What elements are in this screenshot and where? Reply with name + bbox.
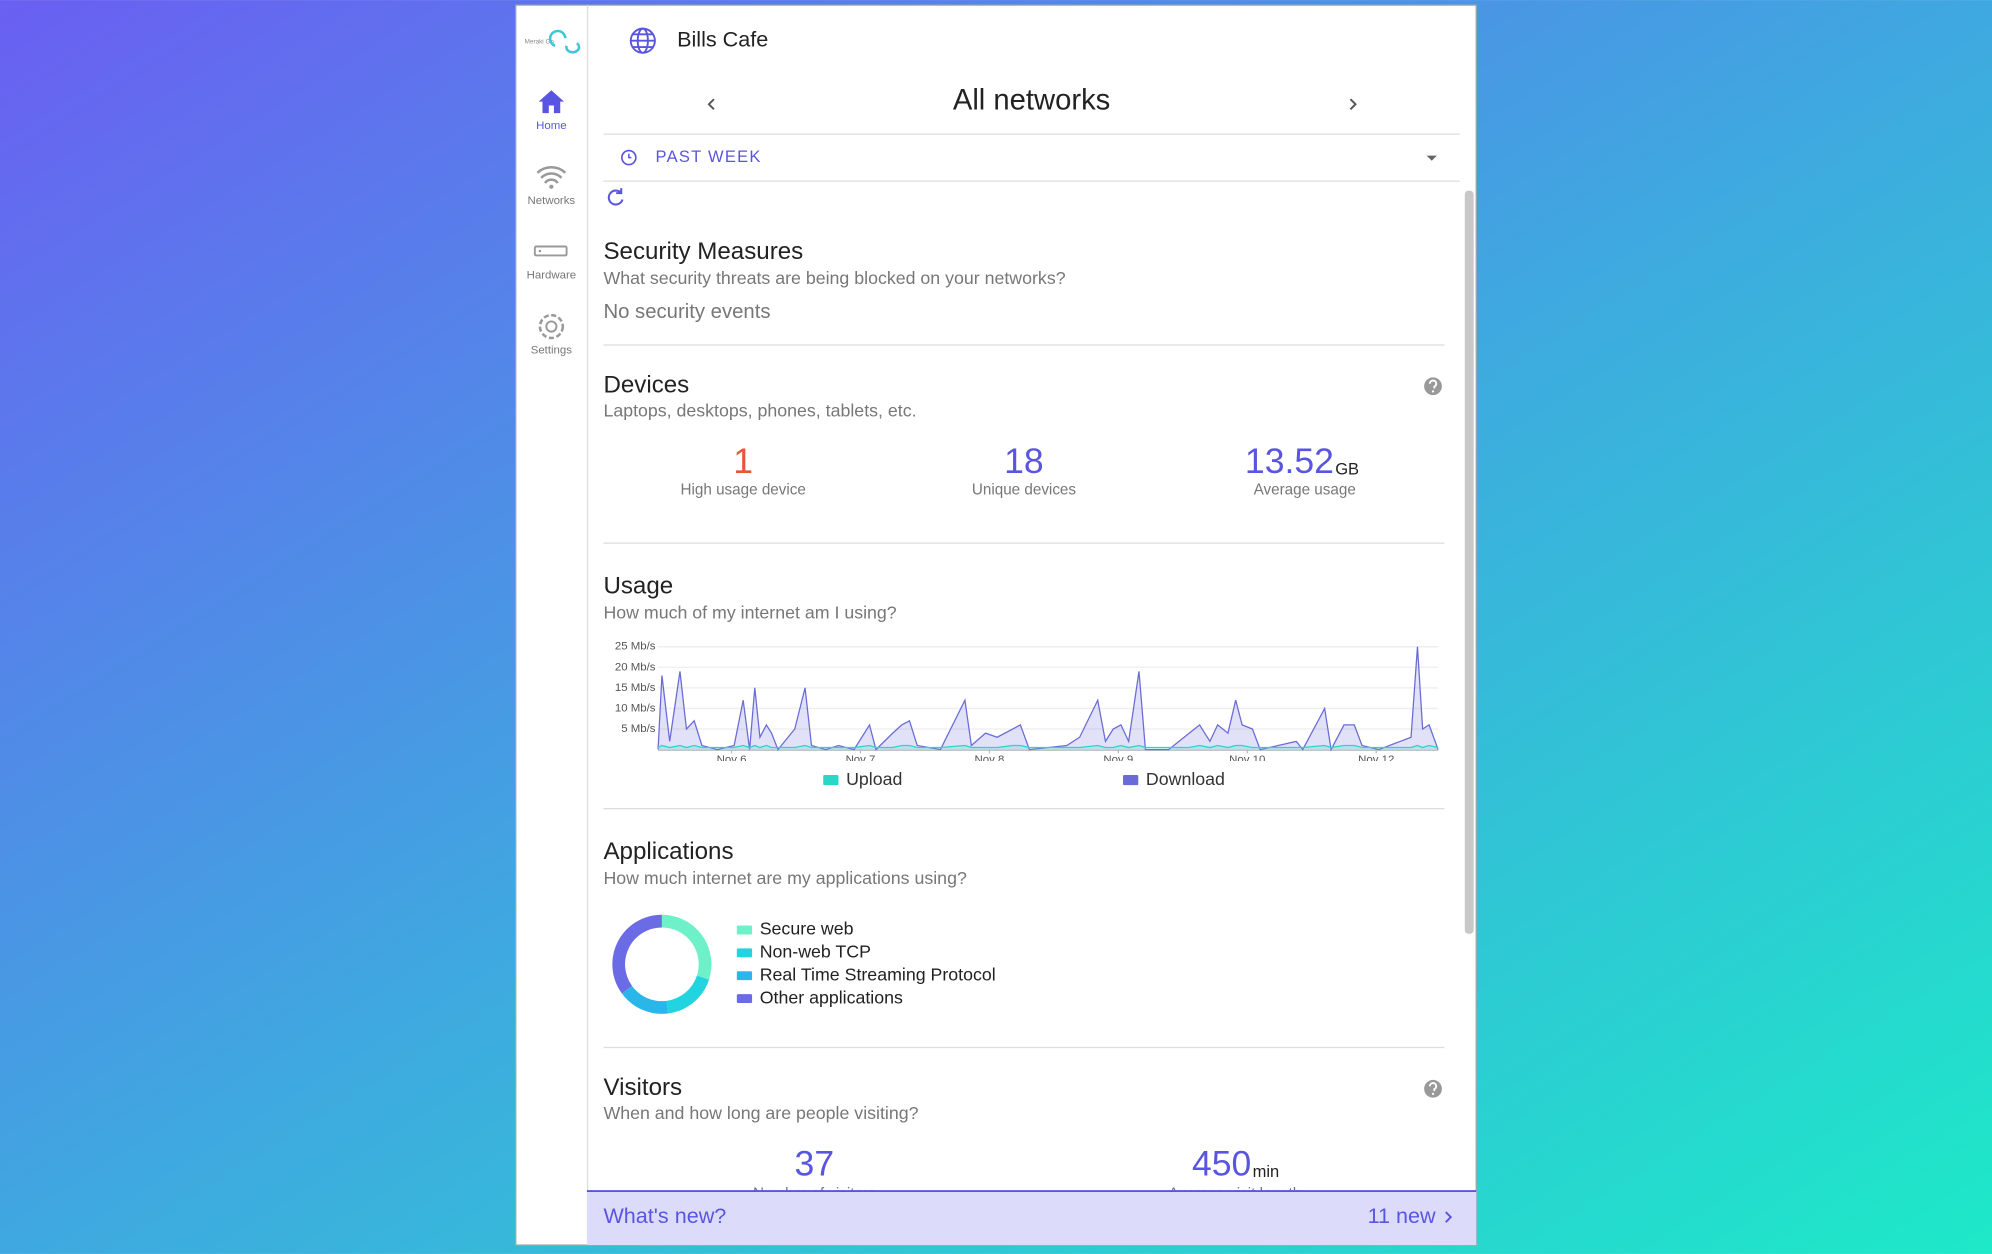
legend-swatch — [736, 948, 753, 958]
x-tick-label: Nov 10 — [1229, 754, 1265, 766]
visitor-stats: 37 Number of visitors 450 min Average vi… — [753, 1144, 1301, 1202]
next-network[interactable] — [1349, 98, 1357, 110]
y-tick-label: 10 Mb/s — [615, 702, 656, 714]
x-tick-label: Nov 6 — [717, 754, 747, 766]
legend-label: Other applications — [760, 987, 903, 1007]
legend-label: Real Time Streaming Protocol — [760, 964, 996, 984]
section-title: Devices — [603, 372, 689, 399]
section-title: Security Measures — [603, 238, 803, 265]
legend-swatch — [823, 775, 839, 786]
stat-unit: min — [1253, 1163, 1280, 1181]
nav-label[interactable]: Hardware — [527, 270, 577, 282]
x-tick-label: Nov 8 — [975, 754, 1005, 766]
status-text: No security events — [603, 301, 770, 323]
donut-segment — [612, 914, 663, 994]
nav-label[interactable]: Settings — [531, 345, 573, 357]
section-subtitle: How much internet are my applications us… — [603, 868, 967, 888]
stat-label: Unique devices — [972, 481, 1077, 498]
legend-swatch — [736, 994, 753, 1004]
x-ticks: Nov 6 Nov 7 Nov 8 Nov 9 Nov 10 Nov 12 — [717, 749, 1394, 766]
nav-settings[interactable]: Settings — [531, 313, 573, 357]
stat-unit: GB — [1335, 460, 1359, 478]
line — [657, 646, 1439, 752]
stat-value: 37 — [795, 1144, 835, 1184]
x-tick-label: Nov 12 — [1358, 754, 1394, 766]
legend-label: Upload — [846, 769, 902, 789]
logo: Meraki Go — [525, 39, 555, 46]
period-selector[interactable]: PAST WEEK — [621, 148, 1437, 166]
y-tick-label: 25 Mb/s — [615, 641, 656, 653]
donut-segment — [661, 914, 712, 980]
legend-swatch — [736, 925, 753, 935]
app-window — [515, 4, 1477, 1246]
y-tick-label: 15 Mb/s — [615, 682, 656, 694]
footer-title[interactable]: What's new? — [603, 1203, 726, 1228]
nav-hardware[interactable]: Hardware — [527, 245, 577, 282]
period-label[interactable]: PAST WEEK — [656, 148, 762, 166]
legend-label: Secure web — [760, 919, 854, 939]
stat-label: Average usage — [1254, 481, 1356, 498]
section-title: Usage — [603, 572, 673, 599]
donut-segment — [621, 985, 669, 1014]
area — [658, 646, 1439, 750]
legend-label: Download — [1146, 769, 1225, 789]
section-subtitle: Laptops, desktops, phones, tablets, etc. — [603, 400, 916, 420]
prev-network[interactable] — [707, 98, 715, 110]
legend-swatch — [736, 971, 753, 981]
refresh-icon[interactable] — [607, 188, 624, 206]
legend-label: Non-web TCP — [760, 942, 871, 962]
stat-value: 13.52 — [1245, 441, 1334, 481]
section-subtitle: What security threats are being blocked … — [603, 268, 1065, 288]
logo-mark — [548, 29, 581, 54]
nav-home[interactable]: Home — [536, 90, 567, 132]
org-title: Bills Cafe — [677, 26, 768, 51]
stat-label: Number of visitors — [753, 1185, 876, 1202]
help-icon[interactable] — [1424, 1079, 1442, 1098]
donut-segment — [666, 975, 710, 1014]
legend-swatch — [1123, 775, 1139, 786]
globe-icon — [629, 27, 656, 54]
section-subtitle: When and how long are people visiting? — [603, 1103, 918, 1123]
stat-label: High usage device — [681, 481, 806, 498]
x-tick-label: Nov 7 — [846, 754, 876, 766]
line — [657, 744, 1439, 749]
stat-value: 1 — [733, 441, 753, 481]
network-name: All networks — [953, 84, 1110, 116]
nav-networks[interactable]: Networks — [528, 166, 576, 207]
help-icon[interactable] — [1424, 377, 1442, 396]
scrollbar[interactable] — [1464, 190, 1474, 934]
y-tick-label: 5 Mb/s — [621, 723, 656, 735]
nav-label[interactable]: Home — [536, 120, 566, 132]
stat-label: Average visit length — [1168, 1185, 1301, 1202]
nav-label[interactable]: Networks — [528, 195, 576, 207]
stat-value: 18 — [1004, 441, 1044, 481]
stat-value: 450 — [1192, 1144, 1251, 1184]
footer-count[interactable]: 11 new — [1368, 1203, 1436, 1228]
section-subtitle: How much of my internet am I using? — [603, 602, 896, 622]
section-title: Applications — [603, 838, 733, 865]
section-title: Visitors — [603, 1074, 682, 1101]
y-tick-label: 20 Mb/s — [615, 661, 656, 673]
whats-new-bar[interactable]: What's new? 11 new — [586, 1190, 1477, 1246]
x-tick-label: Nov 9 — [1103, 754, 1133, 766]
